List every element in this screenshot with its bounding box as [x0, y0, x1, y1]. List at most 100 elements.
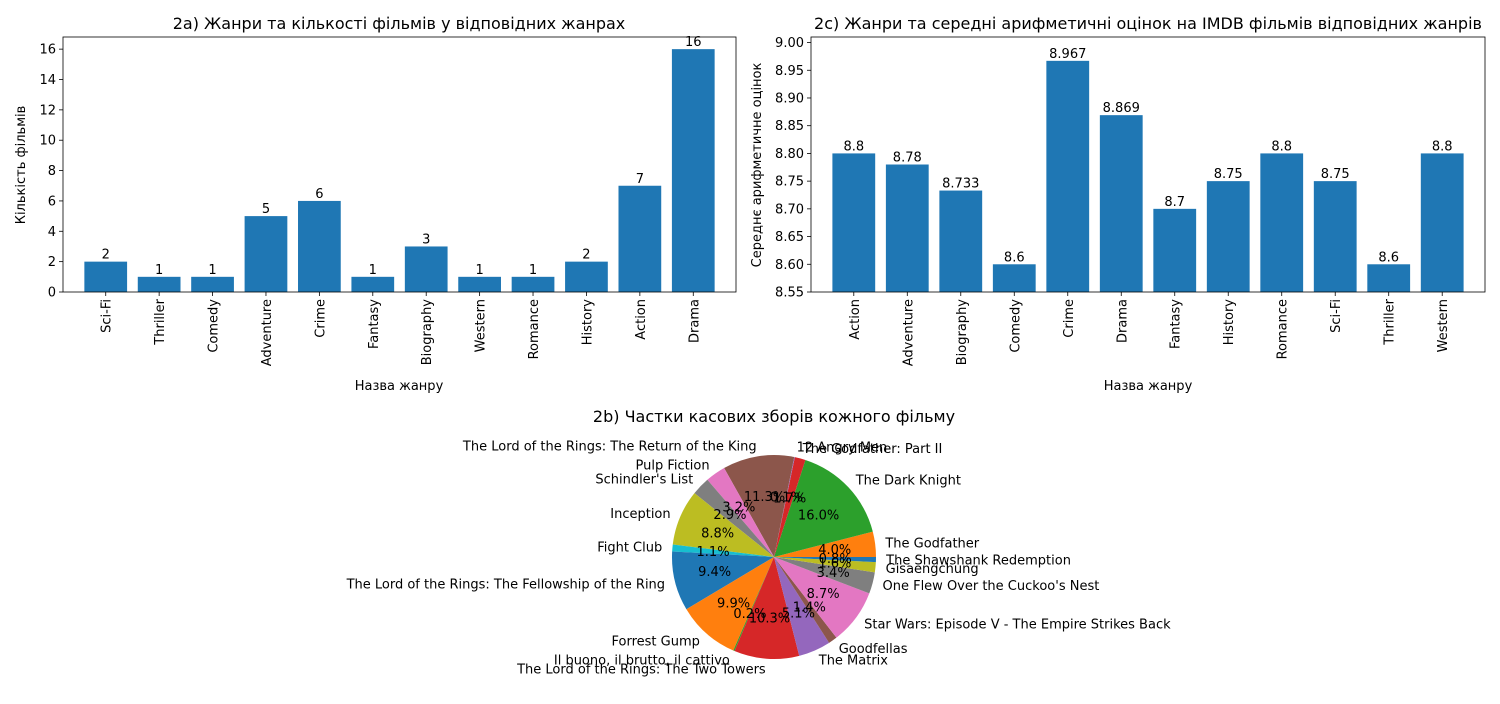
chart-2c-value-label: 8.967: [1049, 47, 1086, 62]
pie-slice-the-lord-of-the-rings-the-two-towers: [734, 557, 800, 660]
pie-slice-label: The Godfather: Part II: [802, 442, 943, 457]
chart-2c-bar-comedy: [992, 264, 1036, 292]
pie-slice-label: The Shawshank Redemption: [885, 553, 1071, 568]
chart-2a-xtick-label: Sci-Fi: [100, 299, 115, 333]
chart-2a-bar-action: [618, 185, 662, 292]
pie-slice-label: The Lord of the Rings: The Return of the…: [462, 440, 757, 455]
chart-2c-ytick-label: 9.00: [775, 36, 804, 51]
pie-percent-label: 1.6%: [818, 557, 851, 572]
chart-2a-bar-western: [458, 276, 501, 292]
chart-2a-value-label: 1: [475, 263, 483, 278]
chart-2a-value-label: 7: [636, 172, 644, 187]
pie-slice-the-shawshank-redemption: [774, 557, 876, 563]
chart-2c-bar-action: [832, 153, 876, 292]
pie-percent-label: 9.4%: [698, 565, 731, 580]
chart-2a-bar-romance: [511, 276, 555, 292]
chart-2c-axes-frame: [810, 36, 1486, 293]
chart-2c-title: 2c) Жанри та середні арифметичні оцінок …: [814, 14, 1482, 33]
chart-2a-title: 2a) Жанри та кількості фільмів у відпові…: [173, 14, 626, 33]
chart-2a-ytick-label: 6: [48, 194, 56, 209]
chart-2c-ytick-label: 8.90: [775, 91, 804, 106]
pie-percent-label: 1.1%: [697, 545, 730, 560]
pie-percent-label: 0.8%: [819, 552, 852, 567]
pie-percent-label: 1.7%: [773, 491, 806, 506]
pie-percent-label: 3.2%: [722, 500, 755, 515]
chart-2c-ytick-label: 8.95: [775, 64, 804, 79]
chart-2a-bar-biography: [404, 246, 448, 292]
pie-slice-label: One Flew Over the Cuckoo's Nest: [882, 579, 1099, 594]
chart-2a-ytick-label: 0: [48, 286, 56, 301]
chart-2a-ytick-label: 2: [48, 255, 56, 270]
chart-2b-title: 2b) Частки касових зборів кожного фільму: [593, 407, 955, 426]
chart-2c-bar-western: [1420, 153, 1464, 292]
pie-percent-label: 4.0%: [818, 543, 851, 558]
pie-slice-schindler-s-list: [694, 479, 774, 557]
chart-2c-value-label: 8.6: [1378, 250, 1399, 265]
chart-2a-bar-adventure: [244, 216, 288, 292]
chart-2a-value-label: 2: [582, 248, 590, 263]
chart-2a-bar-history: [565, 261, 608, 292]
chart-2c-xtick-label: Comedy: [1008, 299, 1023, 353]
chart-2c-xtick-label: Adventure: [901, 299, 916, 366]
pie-percent-label: 8.8%: [701, 527, 734, 542]
pie-percent-label: 9.9%: [717, 596, 750, 611]
chart-2a-value-label: 5: [262, 202, 270, 217]
pie-slice-the-dark-knight: [774, 459, 873, 557]
pie-slice-one-flew-over-the-cuckoo-s-nest: [774, 557, 875, 594]
chart-2c-value-label: 8.733: [942, 177, 979, 192]
pie-slice-gisaengchung: [774, 557, 876, 573]
chart-2c-value-label: 8.8: [1271, 139, 1292, 154]
pie-slice-label: Gisaengchung: [886, 562, 979, 577]
chart-2a-xtick-label: Biography: [420, 299, 435, 366]
chart-2c-ytick-label: 8.55: [775, 286, 804, 301]
chart-2a-value-label: 1: [529, 263, 537, 278]
chart-2c-xtick-label: Thriller: [1383, 298, 1398, 345]
chart-2a-bar-drama: [671, 49, 715, 293]
chart-2c-xtick-label: History: [1222, 299, 1237, 346]
chart-2c-value-label: 8.7: [1164, 195, 1185, 210]
pie-slice-label: The Lord of the Rings: The Two Towers: [516, 662, 766, 677]
pie-slice-label: Goodfellas: [839, 642, 908, 657]
chart-2c-xtick-label: Sci-Fi: [1329, 299, 1344, 333]
chart-2a-ytick-label: 14: [39, 73, 56, 88]
pie-slice-star-wars-episode-v-the-empire-strikes-back: [774, 557, 870, 638]
pie-percent-label: 3.4%: [817, 566, 850, 581]
pie-slice-forrest-gump: [686, 557, 774, 651]
pie-percent-label: 11.3%: [744, 490, 785, 505]
chart-2a-value-label: 6: [315, 187, 323, 202]
chart-2a-xtick-label: Adventure: [260, 299, 275, 366]
chart-2a-xtick-label: Crime: [313, 299, 328, 338]
chart-2a-value-label: 1: [155, 263, 163, 278]
pie-slice-label: Il buono, il brutto, il cattivo: [554, 654, 730, 669]
chart-2c-value-label: 8.8: [1432, 139, 1453, 154]
chart-2a-ytick-label: 10: [39, 134, 56, 149]
pie-slice-label: Pulp Fiction: [636, 459, 710, 474]
chart-2c-ytick-label: 8.65: [775, 230, 804, 245]
chart-2c-bar-sci-fi: [1313, 181, 1357, 292]
chart-2a-bar-thriller: [137, 276, 181, 292]
pie-slice-label: The Lord of the Rings: The Fellowship of…: [346, 577, 666, 592]
chart-2c-xtick-label: Crime: [1062, 299, 1077, 338]
chart-2c-ytick-label: 8.75: [775, 175, 804, 190]
pie-slice-label: Schindler's List: [595, 473, 693, 488]
chart-2a-bar-comedy: [191, 276, 234, 292]
chart-2a-value-label: 1: [369, 263, 377, 278]
chart-2c-bar-crime: [1046, 60, 1090, 292]
pie-percent-label: 8.7%: [807, 587, 840, 602]
chart-2c-ytick-label: 8.80: [775, 147, 804, 162]
pie-slice-label: Fight Club: [597, 541, 662, 556]
chart-2c-value-label: 8.8: [843, 139, 864, 154]
chart-2a-value-label: 1: [208, 263, 216, 278]
chart-2a-ytick-label: 16: [39, 43, 56, 58]
chart-2a-axes-frame: [62, 36, 737, 293]
chart-2c-bar-history: [1206, 181, 1250, 292]
chart-2c-bar-drama: [1099, 115, 1143, 292]
chart-2b-box-office-pie: 2b) Частки касових зборів кожного фільму…: [346, 407, 1172, 677]
chart-2c-xtick-label: Biography: [955, 299, 970, 366]
chart-2a-value-label: 16: [685, 35, 702, 50]
chart-2c-bar-adventure: [885, 164, 929, 292]
chart-2a-value-label: 2: [102, 248, 110, 263]
chart-2c-bar-thriller: [1367, 264, 1411, 292]
chart-2a-ytick-label: 12: [39, 103, 56, 118]
